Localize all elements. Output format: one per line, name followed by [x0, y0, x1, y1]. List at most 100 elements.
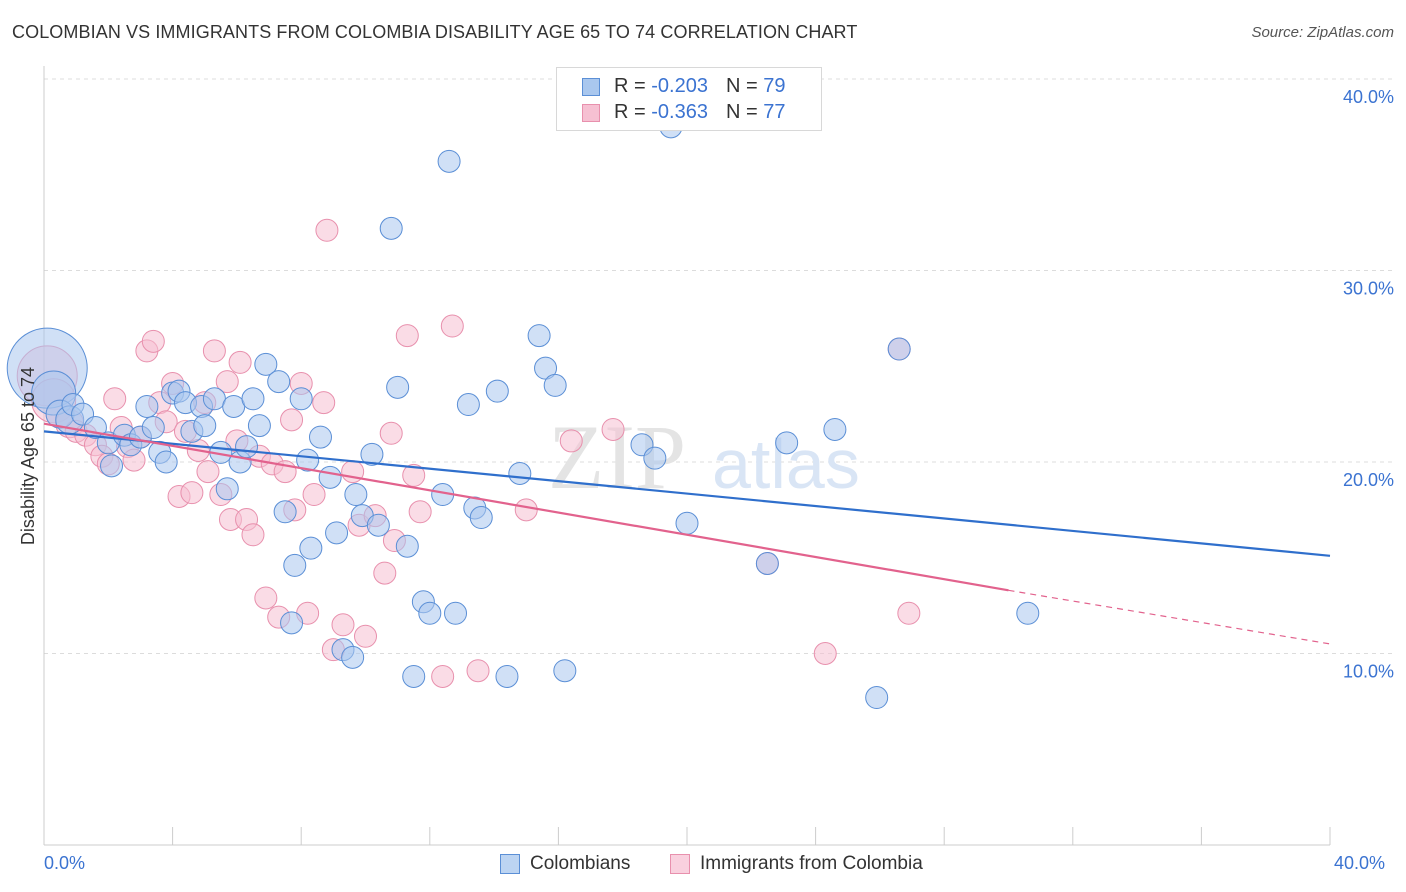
- immigrants-point: [373, 561, 397, 585]
- colombians-point: [553, 659, 577, 683]
- immigrants-point: [103, 387, 127, 411]
- colombians-point: [418, 601, 442, 625]
- colombians-point: [193, 414, 217, 438]
- colombians-point: [154, 450, 178, 474]
- y-tick-label: 30.0%: [1343, 279, 1394, 299]
- legend-r-value: -0.203: [651, 75, 708, 97]
- immigrants-point: [601, 417, 625, 441]
- immigrants-point: [466, 659, 490, 683]
- watermark: ZIP atlas: [548, 406, 860, 508]
- colombians-point: [469, 506, 493, 530]
- trend-line-colombians: [43, 430, 1331, 557]
- immigrants-point: [897, 601, 921, 625]
- x-axis-min-label: 0.0%: [44, 853, 86, 873]
- legend-swatch-blue: [582, 77, 600, 96]
- immigrants-point: [431, 664, 455, 688]
- immigrants-point: [395, 324, 419, 348]
- colombians-point: [241, 387, 265, 411]
- immigrants-point: [312, 391, 336, 415]
- colombians-point: [456, 393, 480, 417]
- colombians-point: [344, 483, 368, 507]
- legend-n-label: N =: [725, 75, 764, 97]
- colombians-point: [100, 454, 124, 478]
- colombians-point: [508, 461, 532, 485]
- bottom-legend-colombians: Colombians: [500, 853, 630, 875]
- colombians-point: [341, 645, 365, 669]
- legend-row-immigrants: R = -0.363 N = 77: [582, 101, 785, 125]
- legend-n-value: 79: [763, 75, 786, 97]
- immigrants-point: [215, 370, 239, 394]
- y-tick-labels: 10.0% 20.0% 30.0% 40.0%: [1343, 87, 1394, 682]
- colombians-point: [296, 448, 320, 472]
- colombians-point: [485, 379, 509, 403]
- colombians-point: [543, 373, 567, 397]
- y-axis-label: Disability Age 65 to 74: [18, 367, 38, 545]
- colombians-point: [141, 416, 165, 440]
- immigrants-point: [559, 429, 583, 453]
- colombians-point: [267, 370, 291, 394]
- colombians-point: [283, 553, 307, 577]
- immigrants-point: [379, 421, 403, 445]
- bottom-legend-swatch-blue: [500, 853, 520, 874]
- y-tick-label: 40.0%: [1343, 87, 1394, 107]
- immigrants-point: [331, 613, 355, 637]
- trend-line-immigrants: [43, 422, 1009, 592]
- chart-title: COLOMBIAN VS IMMIGRANTS FROM COLOMBIA DI…: [12, 22, 858, 42]
- immigrants-point: [302, 483, 326, 507]
- colombians-point: [402, 664, 426, 688]
- colombians-point: [386, 375, 410, 399]
- trend-lines: [43, 422, 1331, 645]
- legend-n-label: N =: [725, 101, 764, 123]
- colombians-point: [395, 534, 419, 558]
- colombians-point: [444, 601, 468, 625]
- colombians-point: [865, 686, 889, 710]
- colombians-point: [379, 216, 403, 240]
- colombians-point: [360, 442, 384, 466]
- colombians-point: [775, 431, 799, 455]
- colombians-point: [1016, 601, 1040, 625]
- bottom-legend-label-immigrants: Immigrants from Colombia: [700, 853, 923, 874]
- colombians-point: [887, 337, 911, 361]
- colombians-point: [215, 477, 239, 501]
- x-axis-max-label: 40.0%: [1334, 853, 1386, 873]
- colombians-point: [527, 324, 551, 348]
- colombians-point: [254, 352, 278, 376]
- immigrants-point: [514, 498, 538, 522]
- bottom-legend-label-colombians: Colombians: [530, 853, 631, 874]
- colombians-point: [755, 551, 779, 575]
- colombians-point: [247, 414, 271, 438]
- immigrants-point: [141, 329, 165, 353]
- immigrants-point: [241, 523, 265, 547]
- colombians-point: [299, 536, 323, 560]
- bottom-legend-swatch-pink: [670, 853, 690, 874]
- chart-source: Source: ZipAtlas.com: [1251, 24, 1394, 41]
- legend-r-label: R =: [614, 101, 652, 123]
- colombians-point: [289, 387, 313, 411]
- immigrants-point: [202, 339, 226, 363]
- legend-row-colombians: R = -0.203 N = 79: [582, 75, 785, 99]
- colombians-point: [235, 435, 259, 459]
- immigrants-point: [440, 314, 464, 338]
- colombians-point: [366, 513, 390, 537]
- trend-line-immigrants-extension: [1008, 589, 1331, 645]
- immigrants-point: [196, 460, 220, 484]
- immigrants-point: [228, 350, 252, 374]
- bottom-legend-immigrants: Immigrants from Colombia: [670, 853, 923, 875]
- legend-r-label: R =: [614, 75, 652, 97]
- legend-top: R = -0.203 N = 79 R = -0.363 N = 77: [556, 67, 822, 131]
- immigrants-point: [354, 624, 377, 648]
- immigrants-point: [408, 500, 432, 524]
- colombians-point: [643, 446, 667, 470]
- immigrants-point: [315, 218, 339, 242]
- colombians-point: [495, 664, 519, 688]
- colombians-point: [222, 394, 246, 418]
- immigrants-point: [402, 463, 426, 487]
- legend-n-value: 77: [763, 101, 786, 123]
- colombians-point: [437, 149, 461, 173]
- y-tick-label: 20.0%: [1343, 470, 1394, 490]
- colombians-point: [273, 500, 297, 524]
- series-colombians-points: [6, 115, 1040, 710]
- colombians-point: [308, 425, 332, 449]
- legend-swatch-pink: [582, 103, 600, 122]
